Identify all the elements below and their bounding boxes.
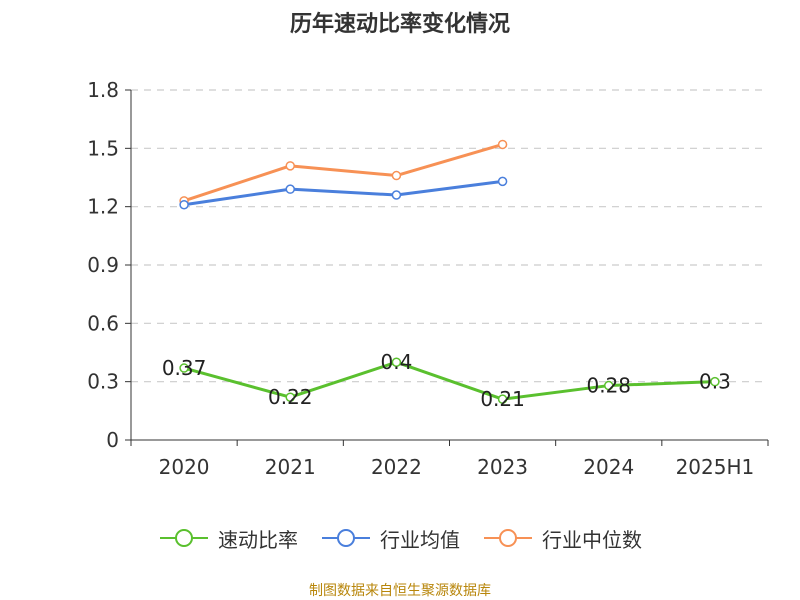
data-point[interactable]	[497, 139, 508, 150]
data-label: 0.22	[268, 385, 313, 409]
x-tick-label: 2023	[477, 455, 528, 479]
data-label: 0.28	[586, 374, 631, 398]
data-point[interactable]	[285, 184, 295, 194]
series-line	[183, 360, 715, 401]
x-tick-label: 2025H1	[676, 455, 755, 479]
legend-marker-industry-mean	[322, 529, 370, 547]
chart-title: 历年速动比率变化情况	[289, 12, 510, 37]
legend-item-industry-median[interactable]: 行业中位数	[482, 524, 642, 553]
legend-label-industry-median: 行业中位数	[542, 527, 642, 552]
legend: 速动比率 行业均值 行业中位数	[0, 520, 800, 556]
legend-marker-industry-median	[484, 529, 532, 547]
grid-lines	[131, 89, 768, 383]
legend-item-industry-mean[interactable]: 行业均值	[320, 524, 460, 553]
data-point[interactable]	[497, 394, 508, 404]
data-point[interactable]	[710, 376, 720, 387]
x-tick-label: 2022	[371, 455, 422, 479]
data-label: 0.21	[480, 387, 525, 411]
y-tick-label: 0.9	[87, 253, 119, 277]
x-tick-label: 2021	[265, 455, 316, 479]
data-point[interactable]	[285, 392, 295, 402]
data-point[interactable]	[497, 176, 508, 187]
data-label: 0.4	[381, 350, 413, 374]
data-point[interactable]	[285, 161, 295, 171]
y-tick-label: 0.6	[87, 311, 119, 335]
source-note: 制图数据来自恒生聚源数据库	[309, 583, 491, 599]
series-line	[183, 179, 503, 207]
y-tick-label: 1.2	[87, 195, 119, 219]
legend-marker-quick-ratio	[160, 529, 208, 547]
data-point[interactable]	[604, 380, 614, 391]
legend-item-quick-ratio[interactable]: 速动比率	[158, 524, 298, 553]
y-tick-label: 0	[106, 428, 119, 452]
legend-label-quick-ratio: 速动比率	[218, 527, 298, 552]
data-labels: 0.37 0.22 0.4 0.21 0.28 0.3	[162, 350, 731, 411]
y-tick-label: 1.5	[87, 136, 119, 160]
x-tick-label: 2024	[583, 455, 634, 479]
data-point[interactable]	[391, 170, 402, 181]
x-tick-label: 2020	[159, 455, 210, 479]
data-point[interactable]	[179, 199, 189, 210]
series-lines	[179, 139, 720, 404]
series-line	[183, 143, 504, 203]
y-tick-label: 1.8	[87, 78, 119, 102]
data-label: 0.3	[699, 370, 731, 394]
y-tick-label: 0.3	[87, 370, 119, 394]
data-label: 0.37	[162, 356, 207, 380]
data-point[interactable]	[391, 190, 402, 200]
legend-label-industry-mean: 行业均值	[380, 527, 460, 552]
data-point[interactable]	[179, 363, 189, 373]
axes: 0 0.3 0.6 0.9 1.2 1.5 1.8 2020 2021 2022 2023 2024 2…	[87, 78, 769, 479]
data-point[interactable]	[391, 357, 402, 367]
